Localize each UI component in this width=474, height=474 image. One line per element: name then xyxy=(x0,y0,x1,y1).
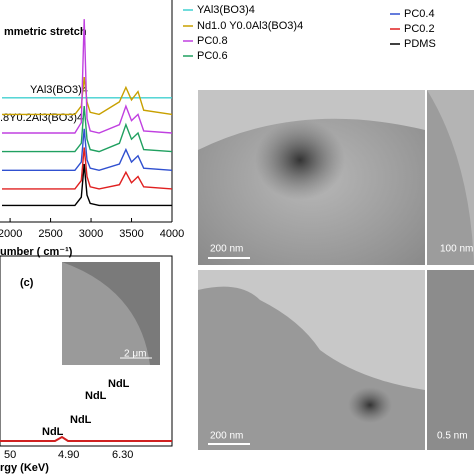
legend-label: PC0.6 xyxy=(197,50,228,62)
scale-label: 200 nm xyxy=(210,431,243,442)
scale-label: 200 nm xyxy=(210,244,243,255)
x-tick-label: 2000 xyxy=(0,228,22,240)
scale-label: 100 nm xyxy=(440,244,473,255)
eds-frame xyxy=(0,255,173,447)
micrograph-region xyxy=(198,90,425,150)
inset-region xyxy=(62,262,160,365)
legend-label: PC0.8 xyxy=(197,35,228,47)
x-axis-label: rgy (KeV) xyxy=(0,462,49,474)
particle xyxy=(348,387,392,423)
legend-label: PC0.2 xyxy=(404,23,435,35)
x-tick-label: 50 xyxy=(4,449,16,461)
x-tick-label: 3000 xyxy=(79,228,103,240)
x-axis-label: umber ( cm⁻¹) xyxy=(0,246,73,258)
x-tick-label: 4.90 xyxy=(58,449,79,461)
spectrum-line xyxy=(2,19,173,134)
micrograph-region xyxy=(427,90,474,265)
legend-label: Nd1.0 Y0.0Al3(BO3)4 xyxy=(197,20,303,32)
spectrum-line xyxy=(2,163,172,207)
peak-label: NdL xyxy=(85,390,107,402)
annotation: YAl3(BO3)4 xyxy=(30,84,88,96)
x-tick-label: 6.30 xyxy=(112,449,133,461)
scale-label: 0.5 nm xyxy=(437,431,468,442)
x-tick-label: 2500 xyxy=(38,228,62,240)
eds-spectrum xyxy=(0,435,172,442)
legend-label: PDMS xyxy=(404,38,436,50)
particle xyxy=(255,120,345,200)
peak-label: NdL xyxy=(70,414,92,426)
spectrum-line xyxy=(2,128,173,172)
micrograph xyxy=(427,270,474,450)
annotation: mmetric stretch xyxy=(4,26,87,38)
legend-label: YAl3(BO3)4 xyxy=(197,4,255,16)
legend-label: PC0.4 xyxy=(404,8,435,20)
x-tick-label: 4000 xyxy=(160,228,184,240)
scale-label: 2 μm xyxy=(124,349,146,360)
spectrum-line xyxy=(2,106,173,153)
x-tick-label: 3500 xyxy=(119,228,143,240)
peak-label: NdL xyxy=(108,378,130,390)
panel-label: (c) xyxy=(20,277,34,289)
peak-label: NdL xyxy=(42,426,64,438)
spectrum-line xyxy=(2,147,173,190)
